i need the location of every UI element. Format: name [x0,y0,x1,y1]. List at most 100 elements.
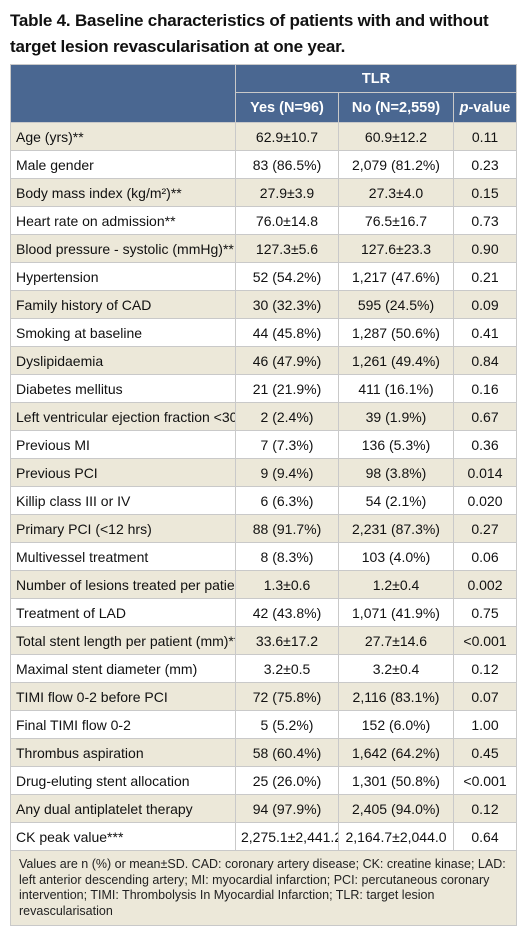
p-value: 0.09 [453,290,517,319]
no-value: 2,405 (94.0%) [338,794,454,823]
yes-value: 2,275.1±2,441.2 [235,822,339,851]
table-row: Heart rate on admission** 76.0±14.8 76.5±1… [10,206,517,235]
p-value: 0.12 [453,794,517,823]
p-value: 0.07 [453,682,517,711]
yes-value: 33.6±17.2 [235,626,339,655]
row-label: Multivessel treatment [10,542,236,571]
baseline-characteristics-table: TLR Yes (N=96) No (N=2,559) p-value Age … [10,64,517,926]
yes-value: 9 (9.4%) [235,458,339,487]
table-row: Any dual antiplatelet therapy 94 (97.9%) 2… [10,794,517,823]
no-value: 1,217 (47.6%) [338,262,454,291]
p-value: <0.001 [453,766,517,795]
header-p-value: p-value [453,92,517,123]
yes-value: 88 (91.7%) [235,514,339,543]
no-value: 98 (3.8%) [338,458,454,487]
yes-value: 27.9±3.9 [235,178,339,207]
table-row: Multivessel treatment 8 (8.3%) 103 (4.0%) 0… [10,542,517,571]
row-label: Left ventricular ejection fraction <30% [10,402,236,431]
row-label: Drug-eluting stent allocation [10,766,236,795]
no-value: 411 (16.1%) [338,374,454,403]
p-value: 0.45 [453,738,517,767]
p-value: 0.16 [453,374,517,403]
no-value: 2,079 (81.2%) [338,150,454,179]
table-row: Drug-eluting stent allocation 25 (26.0%) 1… [10,766,517,795]
yes-value: 7 (7.3%) [235,430,339,459]
row-label: Primary PCI (<12 hrs) [10,514,236,543]
no-value: 60.9±12.2 [338,122,454,151]
table-row: Body mass index (kg/m²)** 27.9±3.9 27.3±4.… [10,178,517,207]
no-value: 152 (6.0%) [338,710,454,739]
header-row-group: TLR [10,64,517,123]
table-row: Thrombus aspiration 58 (60.4%) 1,642 (64.2… [10,738,517,767]
yes-value: 44 (45.8%) [235,318,339,347]
yes-value: 62.9±10.7 [235,122,339,151]
row-label: Age (yrs)** [10,122,236,151]
yes-value: 25 (26.0%) [235,766,339,795]
p-value: 0.23 [453,150,517,179]
no-value: 1,071 (41.9%) [338,598,454,627]
p-value: 0.84 [453,346,517,375]
row-label: Family history of CAD [10,290,236,319]
no-value: 2,164.7±2,044.0 [338,822,454,851]
p-value: 0.014 [453,458,517,487]
p-value: 0.002 [453,570,517,599]
header-p-italic: p [459,99,469,116]
row-label: Thrombus aspiration [10,738,236,767]
row-label: Male gender [10,150,236,179]
no-value: 76.5±16.7 [338,206,454,235]
p-value: 0.06 [453,542,517,571]
no-value: 1,301 (50.8%) [338,766,454,795]
p-value: 1.00 [453,710,517,739]
yes-value: 2 (2.4%) [235,402,339,431]
table-caption: Table 4. Baseline characteristics of pat… [10,11,489,56]
table-row: Primary PCI (<12 hrs) 88 (91.7%) 2,231 (87… [10,514,517,543]
p-value: 0.020 [453,486,517,515]
row-label: Body mass index (kg/m²)** [10,178,236,207]
p-value: 0.41 [453,318,517,347]
header-row-columns: Yes (N=96) No (N=2,559) p-value [11,92,517,123]
no-value: 595 (24.5%) [338,290,454,319]
row-label: Hypertension [10,262,236,291]
table-row: Left ventricular ejection fraction <30% 2… [10,402,517,431]
yes-value: 1.3±0.6 [235,570,339,599]
no-value: 1.2±0.4 [338,570,454,599]
no-value: 127.6±23.3 [338,234,454,263]
no-value: 1,261 (49.4%) [338,346,454,375]
table-row: Number of lesions treated per patient 1.3… [10,570,517,599]
p-value: 0.75 [453,598,517,627]
p-value: 0.12 [453,654,517,683]
header-p-rest: -value [468,99,511,116]
table-row: Killip class III or IV 6 (6.3%) 54 (2.1%) 0… [10,486,517,515]
yes-value: 21 (21.9%) [235,374,339,403]
row-label: Previous MI [10,430,236,459]
no-value: 54 (2.1%) [338,486,454,515]
row-label: Dyslipidaemia [10,346,236,375]
header-tlr: TLR [235,64,517,93]
no-value: 2,231 (87.3%) [338,514,454,543]
yes-value: 94 (97.9%) [235,794,339,823]
yes-value: 58 (60.4%) [235,738,339,767]
table-row: Blood pressure - systolic (mmHg)** 127.3±… [10,234,517,263]
no-value: 103 (4.0%) [338,542,454,571]
table-row: Smoking at baseline 44 (45.8%) 1,287 (50.6… [10,318,517,347]
row-label: Blood pressure - systolic (mmHg)** [10,234,236,263]
yes-value: 5 (5.2%) [235,710,339,739]
table-row: TIMI flow 0-2 before PCI 72 (75.8%) 2,116 … [10,682,517,711]
yes-value: 30 (32.3%) [235,290,339,319]
row-label: Diabetes mellitus [10,374,236,403]
row-label: Killip class III or IV [10,486,236,515]
row-label: Heart rate on admission** [10,206,236,235]
yes-value: 76.0±14.8 [235,206,339,235]
row-label: TIMI flow 0-2 before PCI [10,682,236,711]
p-value: 0.11 [453,122,517,151]
no-value: 3.2±0.4 [338,654,454,683]
row-label: Total stent length per patient (mm)** [10,626,236,655]
no-value: 39 (1.9%) [338,402,454,431]
row-label: Any dual antiplatelet therapy [10,794,236,823]
p-value: 0.36 [453,430,517,459]
yes-value: 8 (8.3%) [235,542,339,571]
table-body: Age (yrs)** 62.9±10.7 60.9±12.2 0.11 Male ge… [10,122,517,851]
table-row: Diabetes mellitus 21 (21.9%) 411 (16.1%) 0.… [10,374,517,403]
table-row: Treatment of LAD 42 (43.8%) 1,071 (41.9%) 0… [10,598,517,627]
row-label: Smoking at baseline [10,318,236,347]
